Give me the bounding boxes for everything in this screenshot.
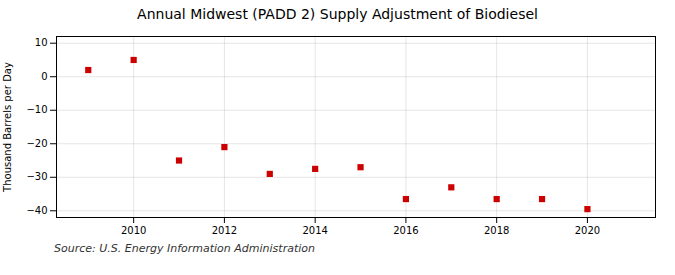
svg-text:0: 0 [41,71,47,82]
svg-text:2018: 2018 [484,225,509,236]
svg-text:−30: −30 [26,171,47,182]
svg-text:−40: −40 [26,205,47,216]
svg-text:2020: 2020 [575,225,600,236]
svg-text:Thousand Barrels per Day: Thousand Barrels per Day [2,62,13,193]
html-text:Annual Midwest (PADD 2) Supply: Annual Midwest (PADD 2) Supply Adjustmen… [137,6,538,22]
svg-text:10: 10 [35,37,48,48]
svg-text:2014: 2014 [302,225,327,236]
svg-text:2010: 2010 [121,225,146,236]
svg-text:−20: −20 [26,138,47,149]
svg-text:2012: 2012 [212,225,237,236]
html-text:Source: U.S. Energy Informatio: Source: U.S. Energy Information Administ… [54,242,315,255]
svg-text:2016: 2016 [393,225,418,236]
svg-text:−10: −10 [26,104,47,115]
